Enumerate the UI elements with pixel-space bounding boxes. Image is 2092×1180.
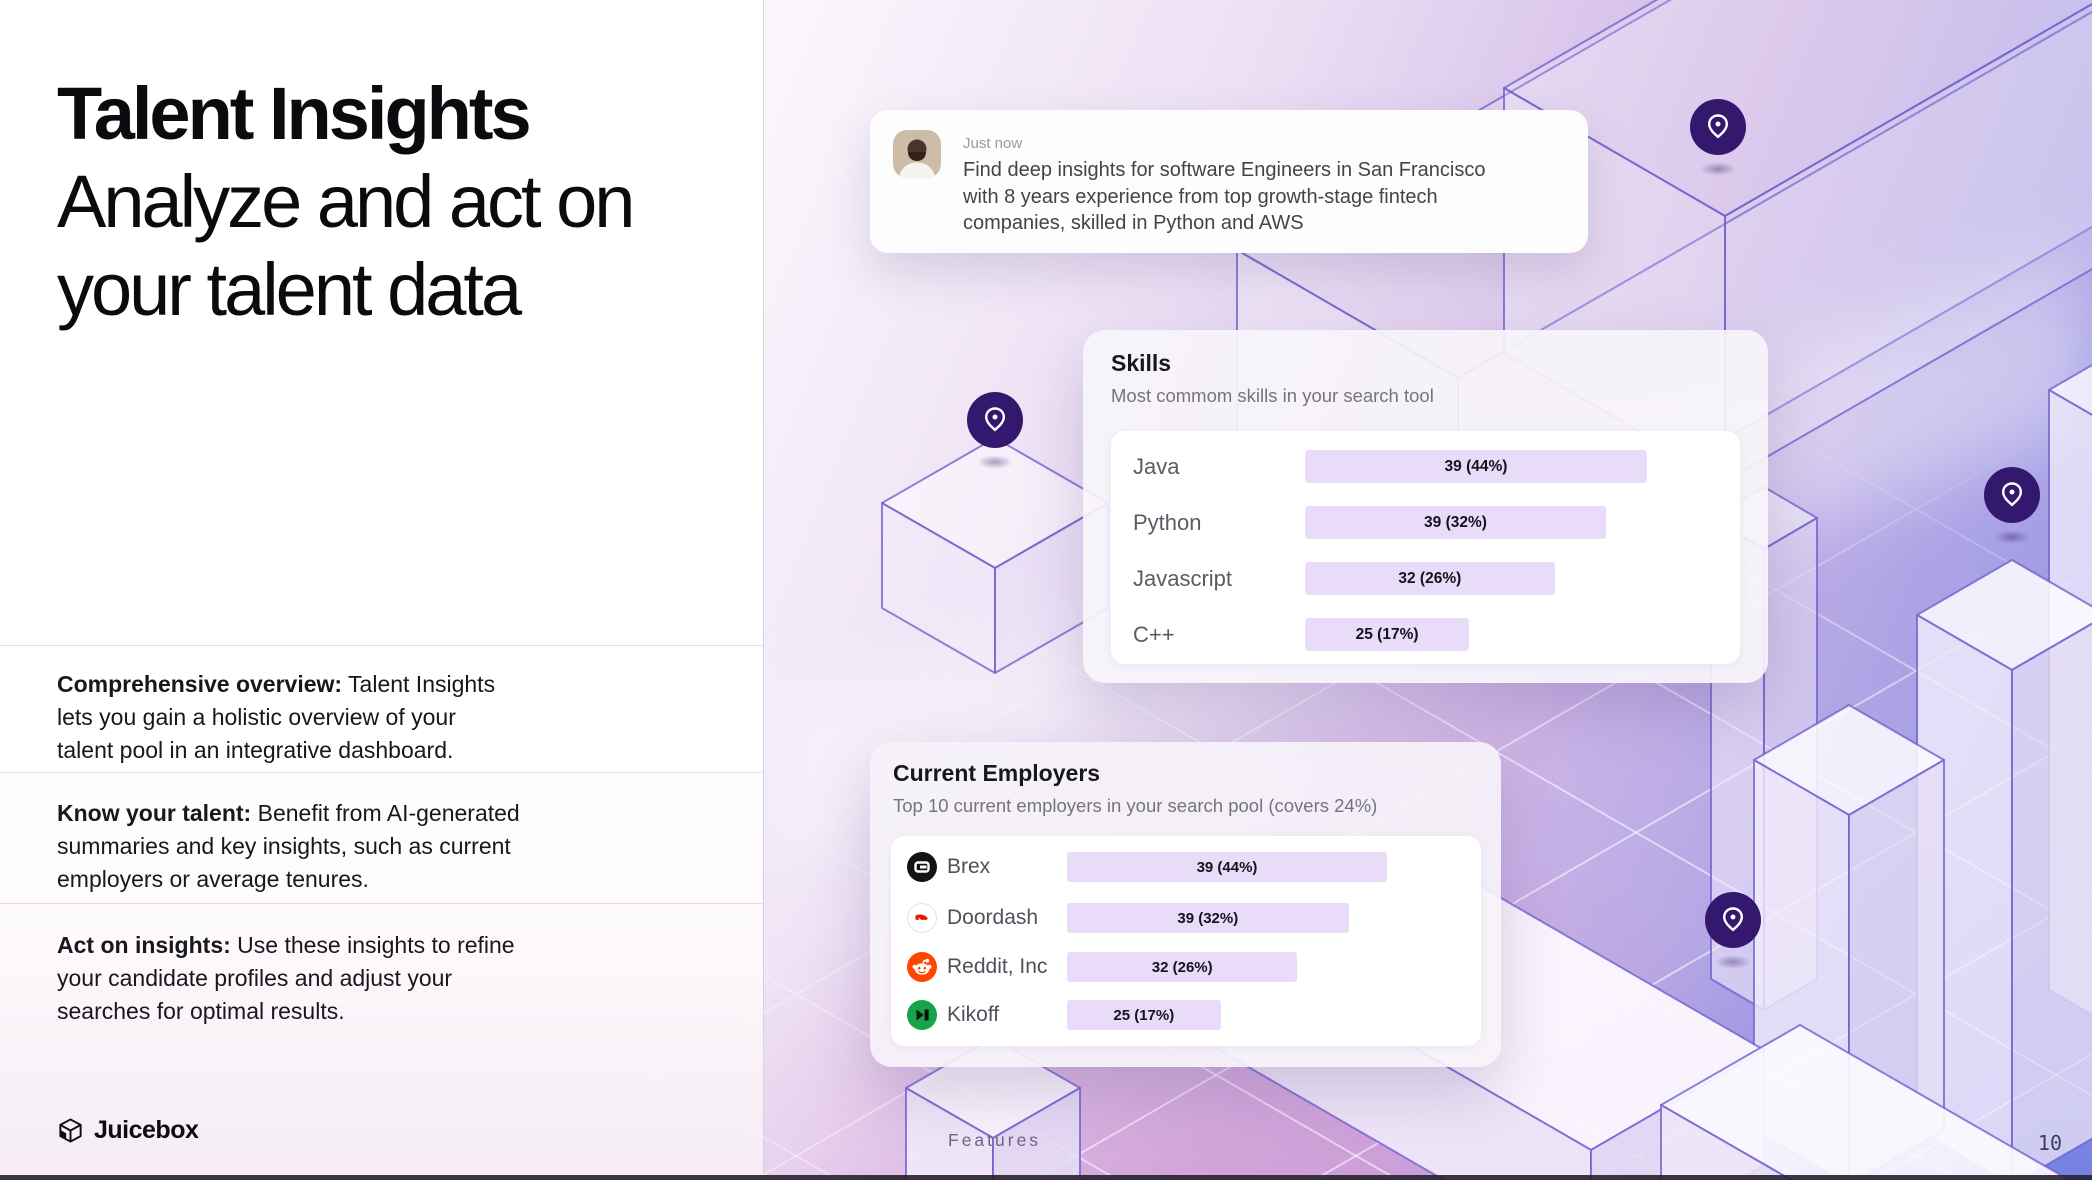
skills-card: Skills Most commom skills in your search… — [1083, 330, 1768, 683]
employer-bar: 32 (26%) — [1067, 952, 1298, 982]
skill-bar-value: 32 (26%) — [1398, 569, 1462, 587]
section-comprehensive-overview: Comprehensive overview: Talent Insights … — [57, 668, 697, 767]
skill-bar-value: 39 (44%) — [1444, 457, 1508, 475]
brand-name: Juicebox — [94, 1116, 199, 1144]
employer-bar-value: 39 (32%) — [1177, 909, 1239, 927]
section-lead: Comprehensive overview: — [57, 671, 343, 697]
employer-bar-value: 32 (26%) — [1151, 958, 1213, 976]
cube-logo-icon — [59, 1118, 82, 1143]
employer-label: Reddit, Inc — [947, 955, 1048, 978]
skills-card-subtitle: Most commom skills in your search tool — [1111, 385, 1434, 406]
map-pin-badge — [1984, 467, 2040, 544]
skill-label: Python — [1133, 510, 1202, 535]
message-timestamp: Just now — [963, 135, 1023, 152]
bar-track: 25 (17%) — [1305, 618, 1647, 651]
page-number: 10 — [2037, 1131, 2062, 1155]
skill-bar: 39 (32%) — [1305, 506, 1606, 539]
map-pin-badge — [1690, 99, 1746, 176]
skills-card-title: Skills — [1111, 350, 1172, 376]
bar-track: 39 (32%) — [1067, 903, 1387, 933]
skill-label: Javascript — [1133, 566, 1233, 591]
section-know-your-talent: Know your talent: Benefit from AI-genera… — [57, 797, 697, 896]
current-employers-card: Current Employers Top 10 current employe… — [870, 742, 1501, 1067]
skill-label: C++ — [1133, 622, 1175, 647]
location-pin-icon — [1984, 467, 2040, 523]
employers-card-subtitle: Top 10 current employers in your search … — [893, 795, 1378, 816]
doordash-logo-icon — [907, 903, 937, 933]
skill-bar-value: 25 (17%) — [1355, 625, 1419, 643]
kikoff-logo-icon — [907, 1000, 937, 1030]
employer-bar-value: 25 (17%) — [1113, 1006, 1175, 1024]
skill-bar-value: 39 (32%) — [1424, 513, 1487, 531]
bar-track: 25 (17%) — [1067, 1000, 1387, 1030]
location-pin-icon — [1705, 892, 1761, 948]
bar-track: 39 (44%) — [1305, 450, 1647, 483]
brand-logo: Juicebox — [57, 1116, 199, 1145]
page-title-subline: Analyze and act on your talent data — [57, 160, 635, 331]
employer-bar: 39 (32%) — [1067, 903, 1349, 933]
section-lead: Act on insights: — [57, 932, 231, 958]
location-pin-icon — [1690, 99, 1746, 155]
section-divider — [0, 903, 764, 904]
bottom-edge-strip — [0, 1175, 2092, 1180]
employer-bar: 25 (17%) — [1067, 1000, 1221, 1030]
employer-label: Kikoff — [947, 1003, 1000, 1026]
brex-logo-icon — [907, 852, 937, 882]
page-title-bold: Talent Insights — [57, 72, 532, 155]
employer-bar: 39 (44%) — [1067, 852, 1387, 882]
location-pin-icon — [967, 392, 1023, 448]
skills-chart: Java 39 (44%) Python 39 (32%) Javascript… — [1111, 431, 1740, 664]
reddit-logo-icon — [907, 952, 937, 982]
section-divider — [0, 645, 764, 646]
employers-chart: Brex 39 (44%) Doordash 39 (32%) Reddit, … — [891, 836, 1481, 1046]
section-lead: Know your talent: — [57, 800, 252, 826]
user-avatar-icon — [893, 130, 941, 178]
page-title: Talent Insights Analyze and act on your … — [57, 70, 635, 334]
avatar — [893, 130, 941, 178]
section-act-on-insights: Act on insights: Use these insights to r… — [57, 929, 697, 1028]
employer-label: Brex — [947, 855, 991, 878]
skill-label: Java — [1133, 454, 1180, 479]
section-divider — [0, 772, 764, 773]
search-query-text: Find deep insights for software Engineer… — [963, 159, 1486, 234]
employer-bar-value: 39 (44%) — [1196, 858, 1258, 876]
skill-bar: 39 (44%) — [1305, 450, 1647, 483]
skill-bar: 25 (17%) — [1305, 618, 1470, 651]
map-pin-badge — [967, 392, 1023, 469]
bar-track: 32 (26%) — [1305, 562, 1647, 595]
footer-section-label: Features — [948, 1130, 1042, 1150]
bar-track: 39 (32%) — [1305, 506, 1647, 539]
skill-bar: 32 (26%) — [1305, 562, 1555, 595]
employer-label: Doordash — [947, 906, 1039, 929]
employers-card-title: Current Employers — [893, 760, 1101, 786]
bar-track: 39 (44%) — [1067, 852, 1387, 882]
bar-track: 32 (26%) — [1067, 952, 1387, 982]
map-pin-badge — [1705, 892, 1761, 969]
search-prompt-card: Just now Find deep insights for software… — [870, 110, 1588, 253]
